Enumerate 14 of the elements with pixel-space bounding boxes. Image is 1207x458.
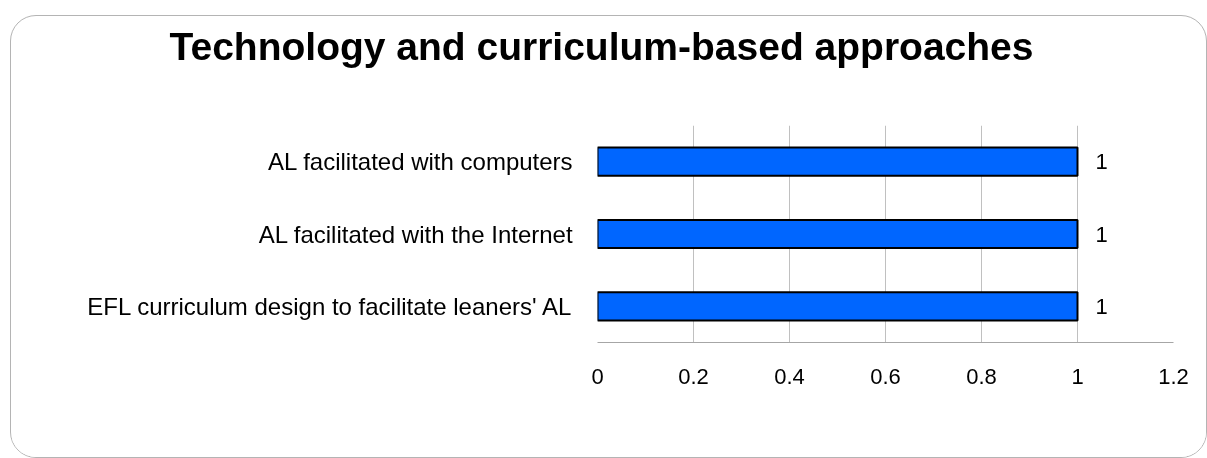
- data-label: 1: [1095, 221, 1108, 247]
- x-tick-label: 0.2: [678, 363, 709, 389]
- data-label: 1: [1095, 149, 1108, 175]
- data-label: 1: [1095, 293, 1108, 319]
- y-tick-label: EFL curriculum design to facilitate leaners' AL: [87, 292, 572, 320]
- x-tick-label: 0.4: [774, 363, 805, 389]
- y-tick-label: AL facilitated with the Internet: [258, 220, 573, 248]
- x-tick-label: 1.2: [1158, 363, 1189, 389]
- x-tick-label: 0.8: [966, 363, 997, 389]
- y-tick-label: AL facilitated with computers: [268, 148, 573, 176]
- x-tick-label: 0: [591, 363, 604, 389]
- x-tick-label: 1: [1071, 363, 1084, 389]
- x-tick-label: 0.6: [870, 363, 901, 389]
- chart-title: Technology and curriculum-based approaches: [169, 24, 1034, 70]
